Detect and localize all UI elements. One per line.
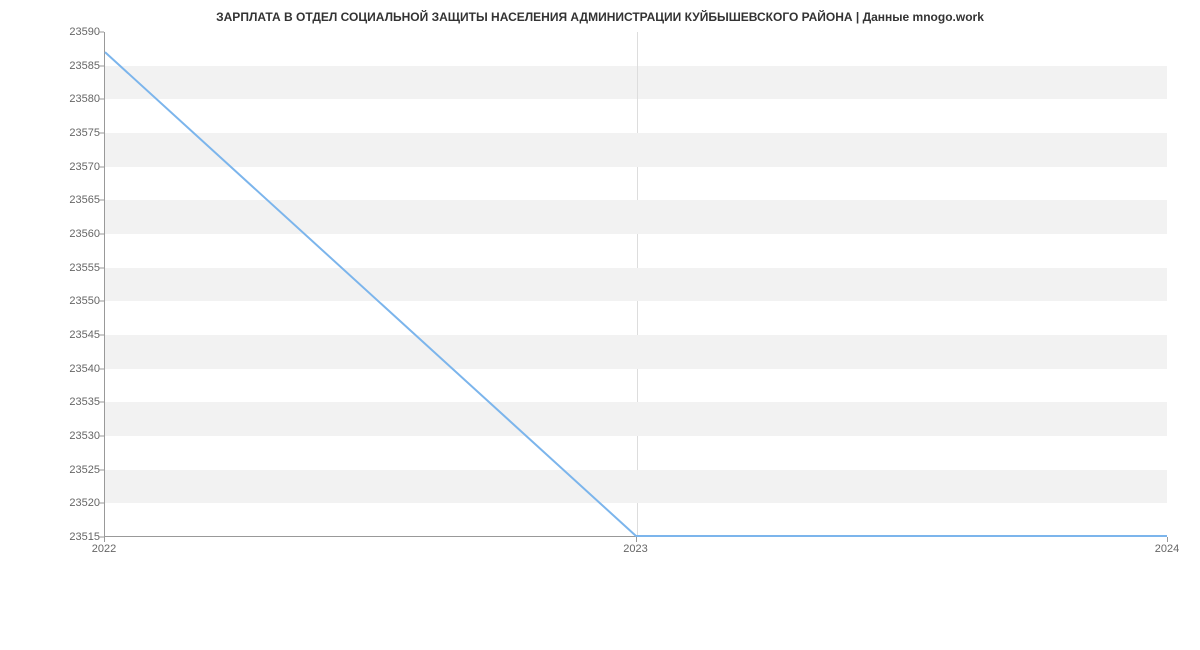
y-tick-mark xyxy=(99,436,104,437)
y-tick-label: 23525 xyxy=(40,464,100,476)
y-tick-mark xyxy=(99,99,104,100)
y-tick-label: 23520 xyxy=(40,497,100,509)
y-tick-mark xyxy=(99,133,104,134)
x-tick-label: 2022 xyxy=(92,543,116,555)
y-tick-label: 23540 xyxy=(40,363,100,375)
y-tick-mark xyxy=(99,301,104,302)
y-tick-mark xyxy=(99,32,104,33)
y-tick-mark xyxy=(99,335,104,336)
y-tick-mark xyxy=(99,234,104,235)
line-series-svg xyxy=(105,32,1167,536)
salary-chart: ЗАРПЛАТА В ОТДЕЛ СОЦИАЛЬНОЙ ЗАЩИТЫ НАСЕЛ… xyxy=(0,0,1200,650)
plot-area xyxy=(104,32,1167,537)
y-tick-label: 23565 xyxy=(40,194,100,206)
y-tick-mark xyxy=(99,402,104,403)
y-tick-label: 23545 xyxy=(40,329,100,341)
y-tick-label: 23530 xyxy=(40,430,100,442)
y-tick-label: 23535 xyxy=(40,396,100,408)
x-tick-label: 2024 xyxy=(1155,543,1179,555)
y-tick-mark xyxy=(99,65,104,66)
y-tick-label: 23560 xyxy=(40,228,100,240)
y-tick-mark xyxy=(99,469,104,470)
x-tick-mark xyxy=(1167,537,1168,542)
x-tick-mark xyxy=(636,537,637,542)
x-tick-mark xyxy=(104,537,105,542)
x-tick-label: 2023 xyxy=(623,543,647,555)
y-tick-label: 23570 xyxy=(40,161,100,173)
y-tick-label: 23590 xyxy=(40,26,100,38)
y-tick-mark xyxy=(99,200,104,201)
y-tick-mark xyxy=(99,166,104,167)
series-line-salary xyxy=(105,52,1167,536)
y-tick-label: 23550 xyxy=(40,295,100,307)
y-tick-label: 23555 xyxy=(40,262,100,274)
y-tick-label: 23575 xyxy=(40,127,100,139)
y-tick-label: 23515 xyxy=(40,531,100,543)
y-tick-label: 23580 xyxy=(40,93,100,105)
y-tick-label: 23585 xyxy=(40,60,100,72)
y-tick-mark xyxy=(99,368,104,369)
y-tick-mark xyxy=(99,503,104,504)
y-tick-mark xyxy=(99,267,104,268)
chart-title: ЗАРПЛАТА В ОТДЕЛ СОЦИАЛЬНОЙ ЗАЩИТЫ НАСЕЛ… xyxy=(0,10,1200,24)
